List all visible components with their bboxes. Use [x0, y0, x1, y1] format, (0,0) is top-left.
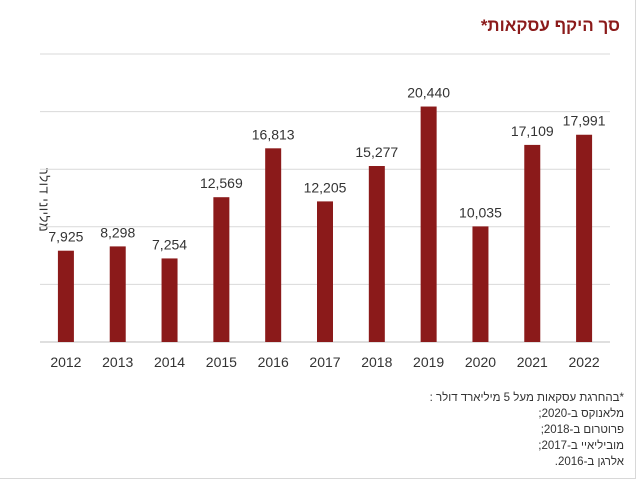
- data-label: 16,813: [252, 126, 295, 142]
- x-tick-label: 2013: [102, 354, 133, 370]
- data-label: 7,254: [152, 236, 187, 252]
- bar: [524, 144, 541, 342]
- x-tick-label: 2018: [361, 354, 392, 370]
- x-tick-label: 2020: [465, 354, 496, 370]
- x-tick-label: 2021: [517, 354, 548, 370]
- bar: [576, 134, 593, 342]
- x-tick-label: 2017: [309, 354, 340, 370]
- chart-title: סך היקף עסקאות*: [480, 16, 620, 35]
- footnote-line: פרוטרום ב-2018;: [540, 424, 624, 436]
- footnote-line: מוביליאיי ב-2017;: [538, 440, 624, 452]
- x-tick-label: 2015: [206, 354, 237, 370]
- bar: [317, 201, 333, 342]
- x-tick-label: 2014: [154, 354, 185, 370]
- footnote-line: אלרגן ב-2016.: [554, 456, 624, 468]
- x-tick-label: 2016: [258, 354, 289, 370]
- bar: [161, 258, 178, 342]
- footnote-line: *בהחרגת עסקאות מעל 5 מיליארד דולר :: [429, 392, 624, 404]
- data-label: 17,109: [511, 123, 554, 139]
- footnote: *בהחרגת עסקאות מעל 5 מיליארד דולר : מלאנ…: [430, 390, 624, 470]
- data-label: 7,925: [48, 229, 83, 245]
- data-label: 12,205: [304, 179, 347, 195]
- bar: [265, 148, 282, 342]
- bar: [57, 250, 74, 342]
- bar: [213, 197, 230, 342]
- bar: [420, 106, 437, 343]
- data-label: 15,277: [355, 144, 398, 160]
- x-tick-label: 2022: [569, 354, 600, 370]
- data-label: 12,569: [200, 175, 243, 191]
- x-tick-label: 2019: [413, 354, 444, 370]
- bar: [368, 166, 385, 342]
- footnote-line: מלאנוקס ב-2020;: [538, 408, 624, 420]
- bar: [109, 246, 126, 342]
- data-label: 8,298: [100, 224, 135, 240]
- x-tick-label: 2012: [50, 354, 81, 370]
- bar: [472, 226, 489, 342]
- data-label: 20,440: [407, 85, 450, 101]
- data-label: 10,035: [459, 204, 502, 220]
- data-label: 17,991: [563, 113, 606, 129]
